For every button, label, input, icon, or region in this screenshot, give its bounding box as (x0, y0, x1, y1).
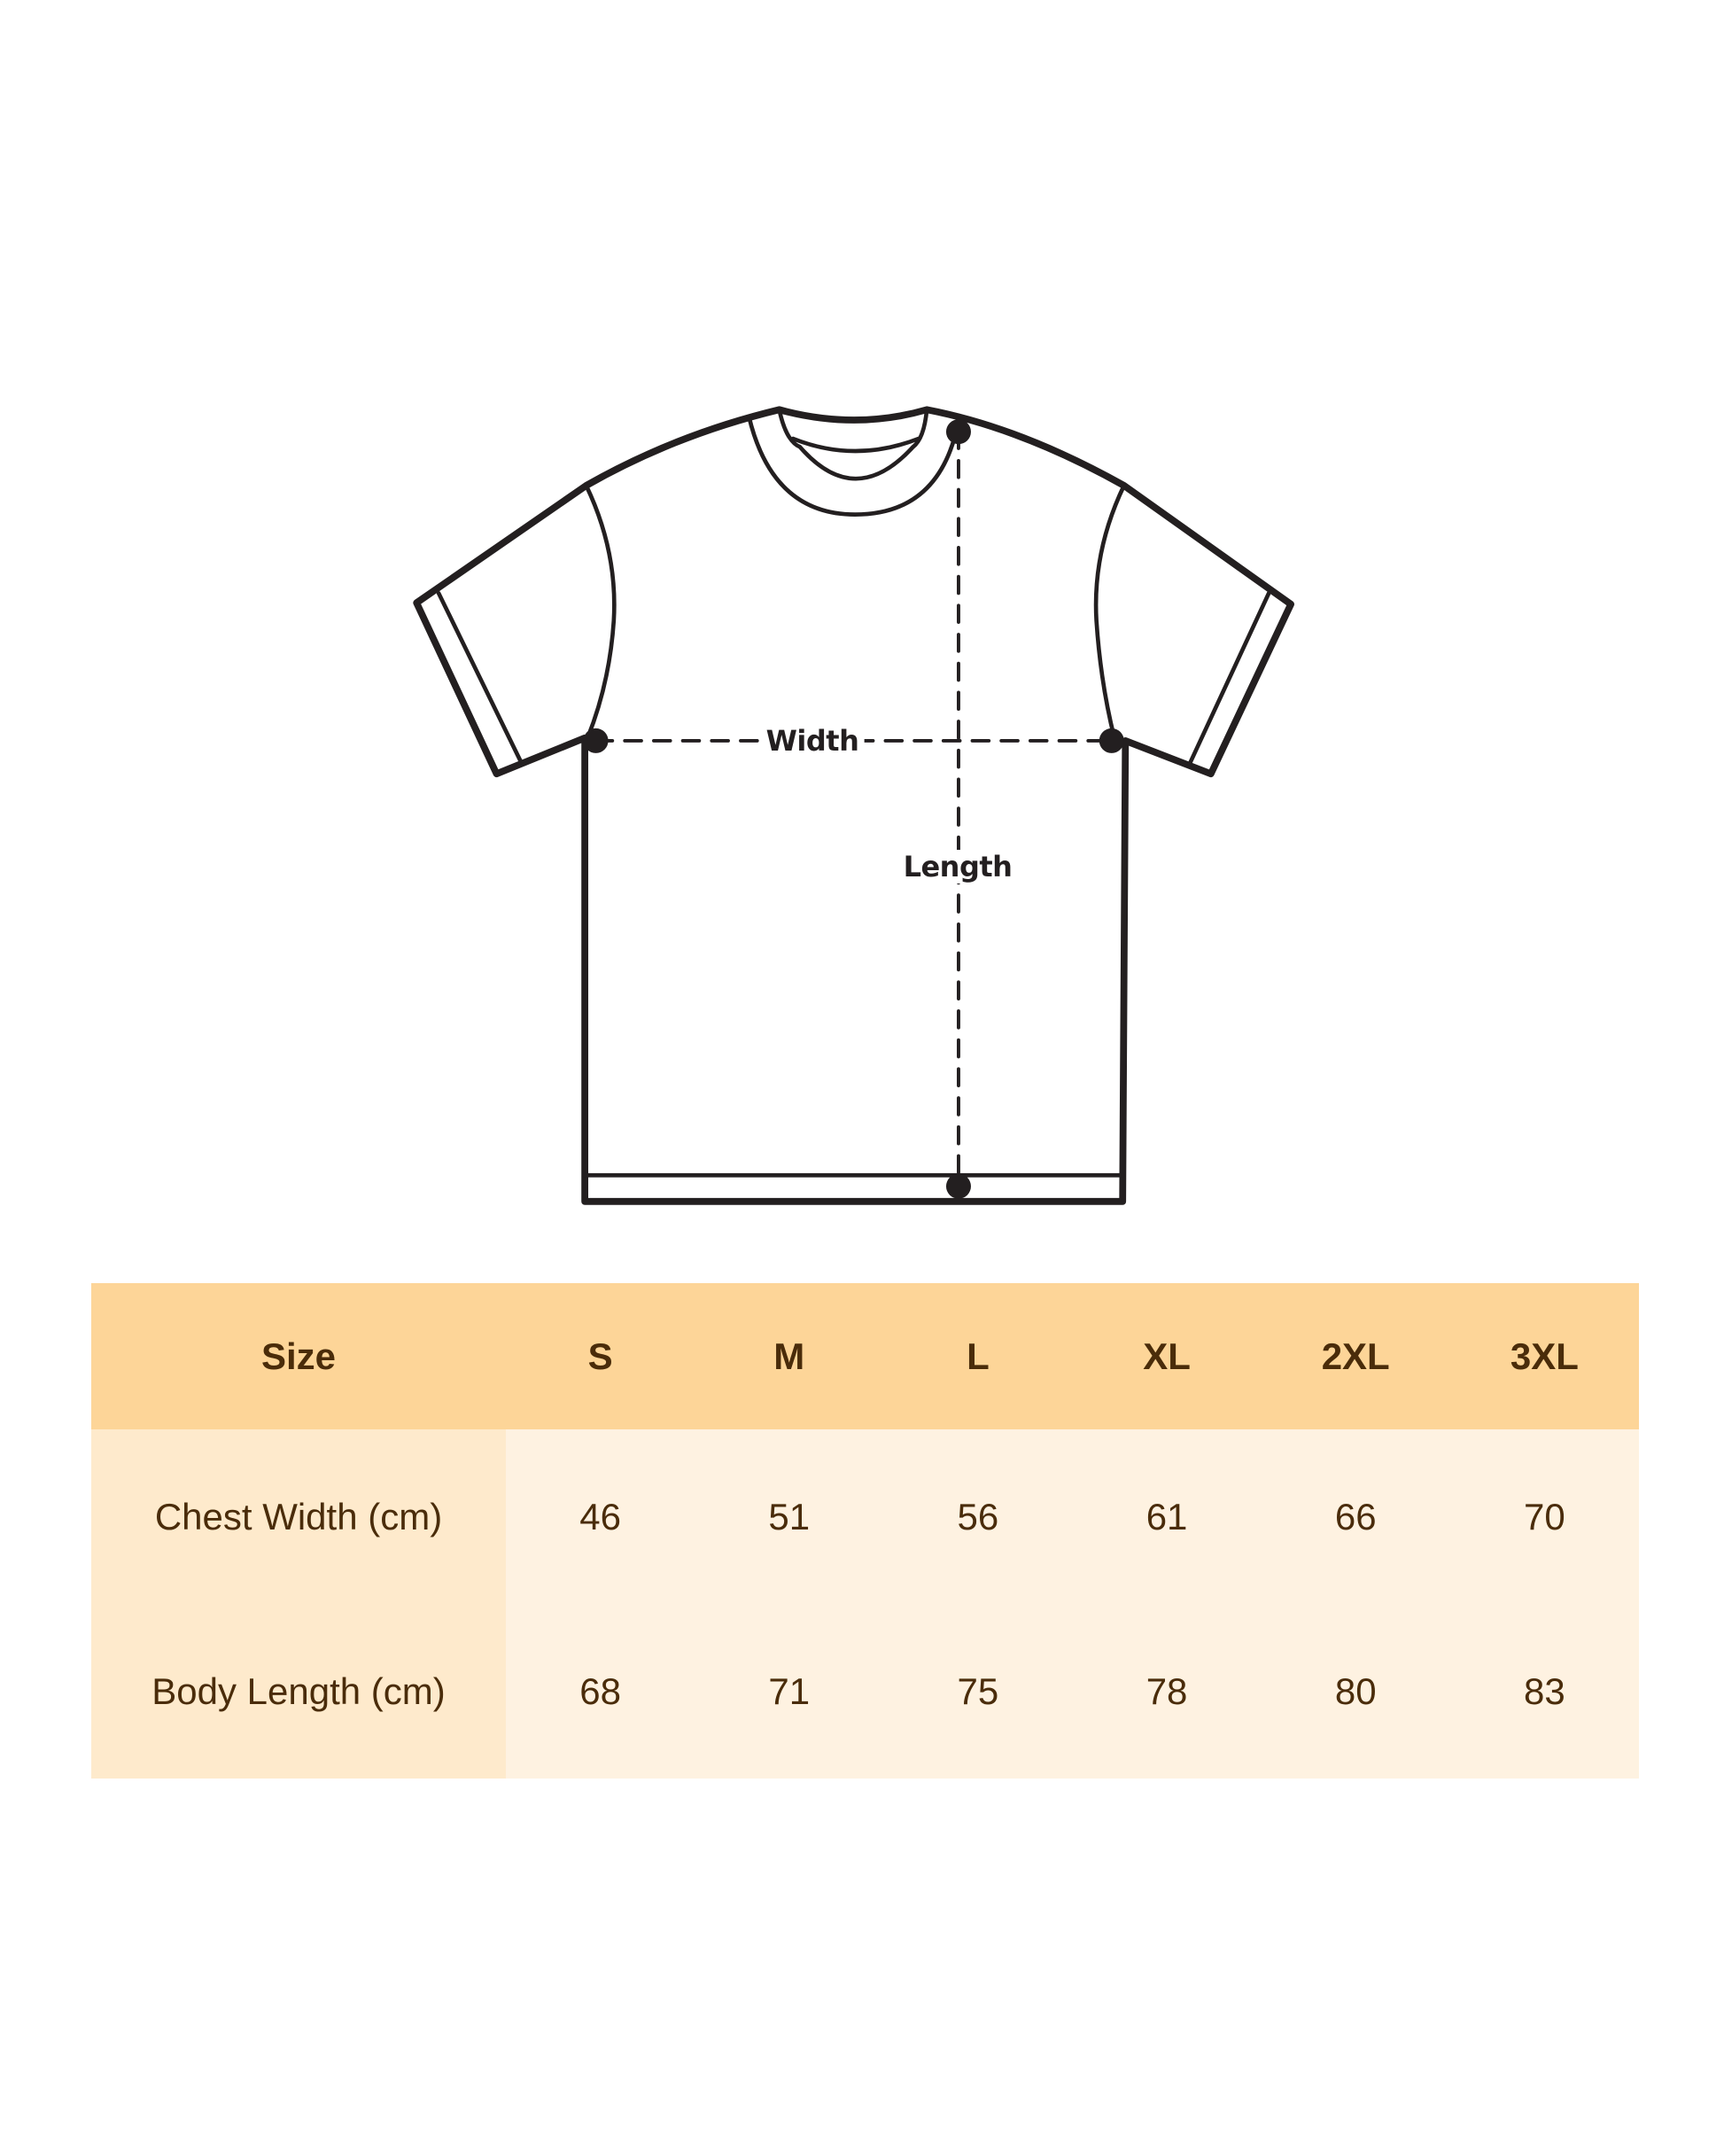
table-row-body-length: Body Length (cm) 68 71 75 78 80 83 (91, 1604, 1639, 1779)
header-s: S (506, 1283, 695, 1429)
table-cell: 66 (1261, 1429, 1450, 1604)
left-armhole (584, 483, 617, 741)
right-cuff (1186, 591, 1271, 768)
right-armhole (1093, 483, 1127, 741)
width-right-point (1099, 728, 1124, 753)
table-cell: 68 (506, 1604, 695, 1779)
header-m: M (695, 1283, 884, 1429)
row-label: Chest Width (cm) (91, 1429, 506, 1604)
table-cell: 75 (883, 1604, 1073, 1779)
header-3xl: 3XL (1449, 1283, 1639, 1429)
table-cell: 51 (695, 1429, 884, 1604)
header-l: L (883, 1283, 1073, 1429)
table-cell: 78 (1072, 1604, 1262, 1779)
size-chart-table: Size S M L XL 2XL 3XL Chest Width (cm) 4… (91, 1283, 1639, 1779)
table-header-row: Size S M L XL 2XL 3XL (91, 1283, 1639, 1429)
table-cell: 83 (1449, 1604, 1639, 1779)
length-bottom-point (945, 1173, 971, 1199)
table-cell: 61 (1072, 1429, 1262, 1604)
table-cell: 71 (695, 1604, 884, 1779)
table-cell: 70 (1449, 1429, 1639, 1604)
table-cell: 56 (883, 1429, 1073, 1604)
header-xl: XL (1072, 1283, 1262, 1429)
shirt-outline (413, 406, 1295, 1205)
left-cuff (436, 591, 524, 766)
length-top-point (945, 419, 971, 445)
collar-band (790, 436, 921, 454)
row-label: Body Length (cm) (91, 1604, 506, 1779)
length-label: Length (897, 850, 1018, 883)
collar-outer (747, 414, 961, 517)
width-left-point (583, 728, 609, 753)
table-row-chest-width: Chest Width (cm) 46 51 56 61 66 70 (91, 1429, 1639, 1604)
width-label: Width (760, 724, 865, 758)
header-size: Size (91, 1283, 506, 1429)
table-cell: 46 (506, 1429, 695, 1604)
header-2xl: 2XL (1261, 1283, 1450, 1429)
table-cell: 80 (1261, 1604, 1450, 1779)
